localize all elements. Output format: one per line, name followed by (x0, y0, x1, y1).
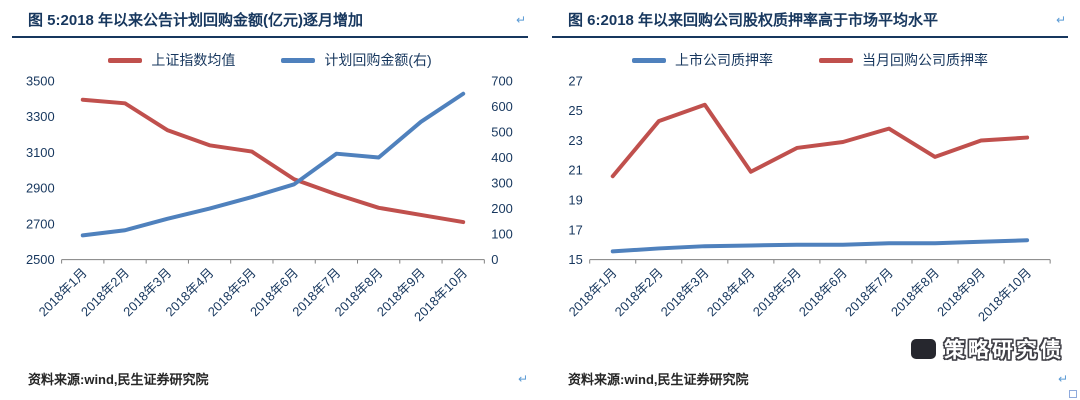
legend-label: 计划回购金额(右) (324, 52, 432, 68)
svg-text:19: 19 (568, 193, 582, 208)
svg-text:2018年4月: 2018年4月 (704, 265, 758, 319)
legend-label: 当月回购公司质押率 (862, 52, 988, 68)
svg-text:15: 15 (568, 252, 582, 267)
svg-text:25: 25 (568, 103, 582, 118)
figure5-panel: 图 5:2018 年以来公告计划回购金额(亿元)逐月增加 ↵ 上证指数均值 计划回… (12, 4, 528, 394)
svg-text:2018年6月: 2018年6月 (796, 265, 850, 319)
svg-text:600: 600 (491, 99, 513, 114)
svg-text:200: 200 (491, 201, 513, 216)
legend-label: 上市公司质押率 (675, 52, 773, 68)
svg-text:100: 100 (491, 227, 513, 242)
table-resize-handle-icon (1069, 390, 1077, 398)
line-break-mark-icon: ↵ (517, 371, 528, 386)
legend-swatch (632, 57, 666, 63)
svg-text:27: 27 (568, 73, 582, 88)
svg-text:700: 700 (491, 73, 513, 88)
legend-item: 上证指数均值 (108, 50, 235, 70)
svg-text:400: 400 (491, 150, 513, 165)
watermark: 策略研究债 (911, 334, 1064, 364)
legend-swatch (819, 57, 853, 63)
chat-bubble-icon (911, 339, 936, 359)
legend-item: 上市公司质押率 (632, 50, 773, 70)
legend-item: 当月回购公司质押率 (819, 50, 988, 70)
svg-text:300: 300 (491, 176, 513, 191)
line-break-mark-icon: ↵ (1055, 12, 1066, 27)
svg-text:3100: 3100 (26, 145, 55, 160)
watermark-text: 策略研究债 (944, 339, 1064, 362)
figure6-source-row: 资料来源:wind,民生证券研究院 ↵ (552, 369, 1068, 394)
svg-text:2018年7月: 2018年7月 (842, 265, 896, 319)
legend-label: 上证指数均值 (151, 52, 236, 68)
svg-text:21: 21 (568, 163, 582, 178)
figure6-title: 图 6:2018 年以来回购公司股权质押率高于市场平均水平 (568, 12, 939, 29)
figure5-source: 资料来源:wind,民生证券研究院 (28, 372, 209, 387)
svg-text:2500: 2500 (26, 252, 55, 267)
svg-text:500: 500 (491, 124, 513, 139)
legend-item: 计划回购金额(右) (281, 50, 432, 70)
svg-text:2700: 2700 (26, 216, 55, 231)
figure5-source-row: 资料来源:wind,民生证券研究院 ↵ (12, 369, 528, 394)
svg-text:2018年2月: 2018年2月 (612, 265, 666, 319)
svg-text:2018年1月: 2018年1月 (566, 265, 620, 319)
figure6-source: 资料来源:wind,民生证券研究院 (568, 372, 749, 387)
line-break-mark-icon: ↵ (1057, 371, 1068, 386)
svg-text:23: 23 (568, 133, 582, 148)
svg-text:0: 0 (491, 252, 498, 267)
svg-text:17: 17 (568, 222, 582, 237)
svg-text:3300: 3300 (26, 109, 55, 124)
svg-text:2018年3月: 2018年3月 (658, 265, 712, 319)
figure5-legend: 上证指数均值 计划回购金额(右) (12, 50, 528, 70)
figure6-panel: 图 6:2018 年以来回购公司股权质押率高于市场平均水平 ↵ 上市公司质押率 当… (540, 0, 1080, 400)
svg-text:2900: 2900 (26, 181, 55, 196)
legend-swatch (108, 57, 143, 63)
figure5-title-row: 图 5:2018 年以来公告计划回购金额(亿元)逐月增加 ↵ (12, 4, 528, 38)
legend-swatch (281, 57, 316, 63)
figure6-legend: 上市公司质押率 当月回购公司质押率 (552, 50, 1068, 70)
svg-text:2018年5月: 2018年5月 (750, 265, 804, 319)
line-break-mark-icon: ↵ (515, 12, 526, 27)
figure6-chart: 151719212325272018年1月2018年2月2018年3月2018年… (566, 73, 1051, 324)
svg-text:3500: 3500 (26, 73, 55, 88)
figure6-title-row: 图 6:2018 年以来回购公司股权质押率高于市场平均水平 ↵ (552, 4, 1068, 38)
figure5-title: 图 5:2018 年以来公告计划回购金额(亿元)逐月增加 (28, 12, 364, 29)
svg-text:2018年8月: 2018年8月 (888, 265, 942, 319)
figure5-chart: 2500 2700 2900 3100 3300 3500 0 100 200 300 400 500… (26, 73, 513, 324)
